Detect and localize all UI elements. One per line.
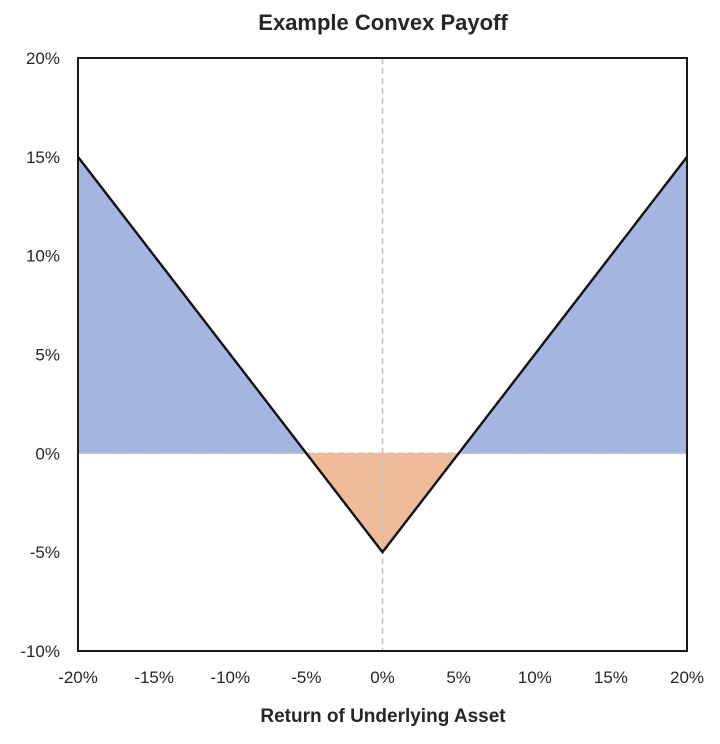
x-tick-label: -5% [291, 668, 321, 687]
x-tick-labels: -20% -15% -10% -5% 0% 5% 10% 15% 20% [58, 668, 704, 687]
y-tick-label: 20% [26, 49, 60, 68]
y-tick-labels: -10% -5% 0% 5% 10% 15% 20% [20, 49, 60, 661]
y-tick-label: 10% [26, 247, 60, 266]
x-tick-label: -10% [210, 668, 250, 687]
x-tick-label: 10% [518, 668, 552, 687]
chart-title: Example Convex Payoff [258, 10, 508, 35]
y-tick-label: 15% [26, 148, 60, 167]
x-tick-label: 5% [446, 668, 471, 687]
y-tick-label: 5% [35, 346, 60, 365]
x-tick-label: -15% [134, 668, 174, 687]
x-axis-label: Return of Underlying Asset [260, 706, 506, 727]
y-tick-label: 0% [35, 444, 60, 463]
plot-frame [77, 57, 688, 652]
x-tick-label: 0% [370, 668, 395, 687]
y-tick-label: -5% [30, 543, 60, 562]
x-tick-label: 20% [670, 668, 704, 687]
payoff-line [77, 156, 688, 555]
x-tick-label: 15% [594, 668, 628, 687]
x-tick-label: -20% [58, 668, 98, 687]
y-tick-label: -10% [20, 642, 60, 661]
payoff-line-group [77, 156, 688, 555]
